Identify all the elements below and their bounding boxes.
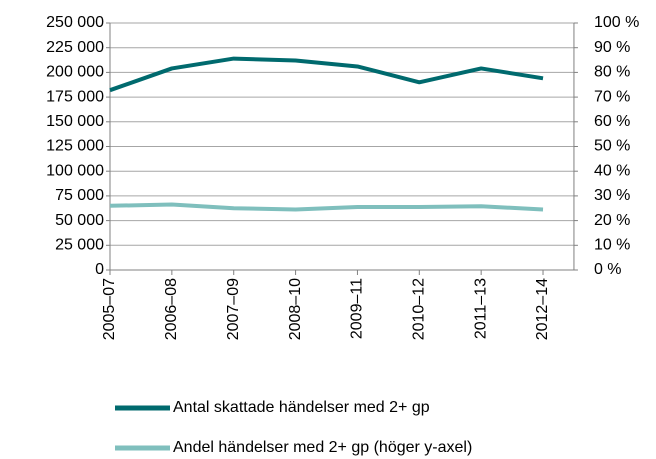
y-tick-label: 100 000: [46, 162, 104, 179]
y-tick-label: 200 000: [46, 64, 104, 81]
y2-tick-label: 10 %: [594, 237, 630, 254]
y2-tick-label: 90 %: [594, 39, 630, 56]
legend-label: Andel händelser med 2+ gp (höger y-axel): [173, 439, 472, 456]
x-tick-label: 2012–14: [534, 278, 551, 340]
y-tick-label: 50 000: [55, 212, 104, 229]
y2-tick-label: 20 %: [594, 212, 630, 229]
y2-tick-label: 100 %: [594, 14, 639, 31]
y-tick-label: 125 000: [46, 138, 104, 155]
y2-tick-label: 30 %: [594, 187, 630, 204]
x-tick-label: 2010–12: [411, 278, 428, 340]
y-tick-label: 250 000: [46, 14, 104, 31]
y-tick-label: 150 000: [46, 113, 104, 130]
y2-tick-label: 60 %: [594, 113, 630, 130]
legend-label: Antal skattade händelser med 2+ gp: [173, 399, 430, 416]
x-tick-label: 2005–07: [101, 278, 118, 340]
y2-tick-label: 0 %: [594, 261, 622, 278]
y2-tick-label: 40 %: [594, 162, 630, 179]
y-tick-label: 75 000: [55, 187, 104, 204]
x-tick-label: 2007–09: [225, 278, 242, 340]
x-tick-label: 2006–08: [163, 278, 180, 340]
x-tick-label: 2011–13: [472, 278, 489, 339]
y-tick-label: 0: [95, 261, 104, 278]
series-line: [109, 202, 544, 212]
x-tick-label: 2009–11: [349, 278, 366, 339]
y2-tick-label: 50 %: [594, 138, 630, 155]
y-tick-label: 225 000: [46, 39, 104, 56]
series-line: [109, 56, 544, 93]
y2-tick-label: 70 %: [594, 88, 630, 105]
y-tick-label: 25 000: [55, 237, 104, 254]
y-tick-label: 175 000: [46, 88, 104, 105]
y2-tick-label: 80 %: [594, 64, 630, 81]
x-tick-label: 2008–10: [287, 278, 304, 340]
